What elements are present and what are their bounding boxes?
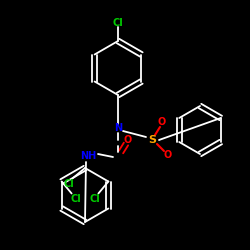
Text: O: O: [124, 135, 132, 145]
Text: Cl: Cl: [112, 18, 124, 28]
Text: S: S: [148, 135, 156, 145]
Text: O: O: [158, 117, 166, 127]
Text: Cl: Cl: [70, 194, 81, 203]
Text: Cl: Cl: [64, 179, 74, 189]
Text: Cl: Cl: [89, 194, 100, 203]
Text: NH: NH: [80, 151, 96, 161]
Text: N: N: [114, 123, 122, 133]
Text: O: O: [164, 150, 172, 160]
